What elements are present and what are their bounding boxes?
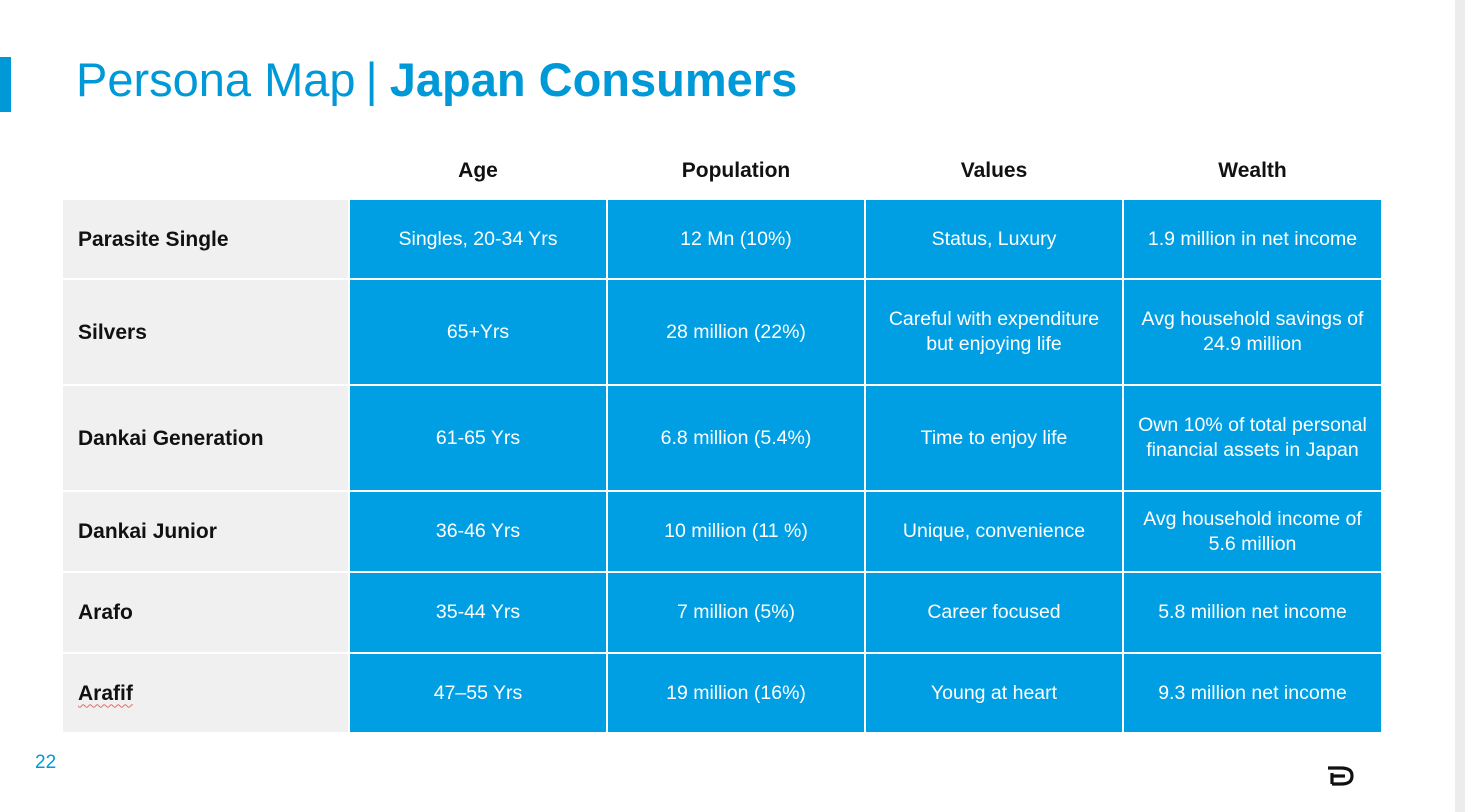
cell-population: 6.8 million (5.4%) <box>606 384 866 492</box>
header-population: Population <box>607 143 865 199</box>
cell-values: Career focused <box>864 571 1124 654</box>
row-label: Arafif <box>63 652 350 734</box>
brand-logo-icon <box>1328 766 1354 786</box>
page-number: 22 <box>35 752 57 773</box>
cell-age: 65+Yrs <box>348 278 608 386</box>
cell-population: 19 million (16%) <box>606 652 866 734</box>
persona-table: Age Population Values Wealth Parasite Si… <box>63 143 1383 734</box>
slide-edge <box>1455 0 1465 812</box>
cell-population: 12 Mn (10%) <box>606 198 866 280</box>
cell-values: Careful with expenditure but enjoying li… <box>864 278 1124 386</box>
cell-wealth: 5.8 million net income <box>1122 571 1383 654</box>
row-label: Dankai Generation <box>63 384 350 492</box>
cell-age: 35-44 Yrs <box>348 571 608 654</box>
title-bold-text: Japan Consumers <box>389 53 798 106</box>
header-values: Values <box>865 143 1123 199</box>
cell-values: Unique, convenience <box>864 490 1124 573</box>
title-light-text: Persona Map <box>76 53 356 106</box>
table-row: Parasite Single Singles, 20-34 Yrs 12 Mn… <box>63 198 1383 280</box>
cell-age: 47–55 Yrs <box>348 652 608 734</box>
row-label: Parasite Single <box>63 198 350 280</box>
header-wealth: Wealth <box>1123 143 1382 199</box>
title-accent-bar <box>0 57 11 112</box>
page-title: Persona Map | Japan Consumers <box>76 52 797 112</box>
cell-values: Time to enjoy life <box>864 384 1124 492</box>
cell-values: Status, Luxury <box>864 198 1124 280</box>
title-separator: | <box>365 53 378 106</box>
cell-age: 36-46 Yrs <box>348 490 608 573</box>
cell-population: 28 million (22%) <box>606 278 866 386</box>
cell-population: 10 million (11 %) <box>606 490 866 573</box>
cell-wealth: Avg household savings of 24.9 million <box>1122 278 1383 386</box>
row-label: Silvers <box>63 278 350 386</box>
cell-age: Singles, 20-34 Yrs <box>348 198 608 280</box>
header-empty <box>63 143 349 199</box>
table-row: Silvers 65+Yrs 28 million (22%) Careful … <box>63 278 1383 386</box>
table-row: Arafo 35-44 Yrs 7 million (5%) Career fo… <box>63 571 1383 654</box>
table-row: Arafif 47–55 Yrs 19 million (16%) Young … <box>63 652 1383 734</box>
cell-age: 61-65 Yrs <box>348 384 608 492</box>
table-header-row: Age Population Values Wealth <box>63 143 1382 199</box>
table-row: Dankai Junior 36-46 Yrs 10 million (11 %… <box>63 490 1383 573</box>
row-label: Arafo <box>63 571 350 654</box>
cell-wealth: Avg household income of 5.6 million <box>1122 490 1383 573</box>
row-label: Dankai Junior <box>63 490 350 573</box>
cell-values: Young at heart <box>864 652 1124 734</box>
cell-wealth: 1.9 million in net income <box>1122 198 1383 280</box>
cell-wealth: 9.3 million net income <box>1122 652 1383 734</box>
header-age: Age <box>349 143 607 199</box>
row-label-text: Arafif <box>78 681 133 705</box>
table-row: Dankai Generation 61-65 Yrs 6.8 million … <box>63 384 1383 492</box>
cell-population: 7 million (5%) <box>606 571 866 654</box>
cell-wealth: Own 10% of total personal financial asse… <box>1122 384 1383 492</box>
